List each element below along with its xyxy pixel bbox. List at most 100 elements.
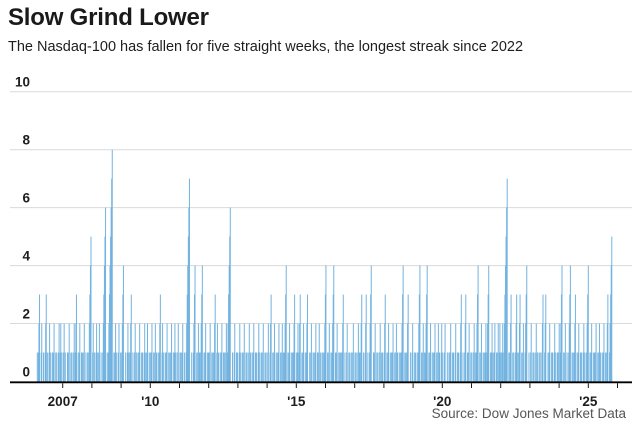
bar-week: [506, 178, 508, 382]
bar-week: [437, 323, 439, 382]
bar-week: [141, 352, 143, 382]
bar-week: [80, 352, 82, 382]
bar-week: [106, 352, 108, 382]
bar-week: [444, 352, 446, 382]
bar-week: [171, 323, 173, 382]
bar-week: [169, 352, 171, 382]
bar-week: [460, 294, 462, 382]
bar-week: [418, 323, 420, 382]
bar-week: [452, 352, 454, 382]
bar-week: [450, 323, 452, 382]
bar-week: [225, 323, 227, 382]
bar-week: [89, 265, 91, 382]
bar-week: [73, 352, 75, 382]
bar-week: [79, 323, 81, 382]
bar-week: [579, 352, 581, 382]
bar-week: [548, 352, 550, 382]
bar-week: [510, 294, 512, 382]
gridlines: [10, 91, 632, 324]
bar-week: [281, 352, 283, 382]
bar-week: [273, 352, 275, 382]
bar-week: [521, 352, 523, 382]
bar-week: [257, 352, 259, 382]
bar-week: [259, 352, 261, 382]
bar-week: [355, 352, 357, 382]
bar-week: [75, 294, 77, 382]
bar-week: [126, 352, 128, 382]
bar-week: [581, 352, 583, 382]
bar-week: [566, 352, 568, 382]
bar-week: [235, 352, 237, 382]
bar-week: [199, 352, 201, 382]
bar-week: [542, 294, 544, 382]
bar-week: [477, 294, 479, 382]
bar-week: [545, 294, 547, 382]
bar-week: [473, 352, 475, 382]
bar-week: [491, 323, 493, 382]
bar-week: [137, 352, 139, 382]
bar-week: [357, 323, 359, 382]
bar-week: [68, 352, 70, 382]
bar-week: [516, 294, 518, 382]
bar-week: [515, 352, 517, 382]
bar-week: [370, 294, 372, 382]
bar-week: [458, 352, 460, 382]
bar-week: [177, 352, 179, 382]
bar-week: [173, 352, 175, 382]
bar-week: [293, 323, 295, 382]
bar-week: [270, 294, 272, 382]
bar-week: [413, 352, 415, 382]
y-tick-label: 2: [22, 307, 30, 322]
bar-week: [100, 352, 102, 382]
bar-week: [151, 323, 153, 382]
bar-week: [384, 323, 386, 382]
bar-week: [41, 323, 43, 382]
bar-week: [96, 323, 98, 382]
bar-week: [346, 323, 348, 382]
bar-week: [515, 323, 517, 382]
bar-week: [389, 352, 391, 382]
bar-week: [364, 352, 366, 382]
bar-week: [83, 323, 85, 382]
bar-week: [324, 323, 326, 382]
bar-week: [407, 323, 409, 382]
bar-week: [116, 352, 118, 382]
bar-week: [530, 323, 532, 382]
bar-week: [285, 265, 287, 382]
bar-week: [238, 352, 240, 382]
bar-week: [590, 352, 592, 382]
bar-week: [402, 265, 404, 382]
bar-week: [330, 352, 332, 382]
bar-week: [284, 352, 286, 382]
bar-week: [328, 323, 330, 382]
bar-week: [144, 323, 146, 382]
bar-week: [544, 323, 546, 382]
bar-week: [182, 323, 184, 382]
bar-week: [162, 323, 164, 382]
bar-week: [264, 352, 266, 382]
bar-week: [503, 323, 505, 382]
bar-week: [216, 323, 218, 382]
bar-week: [354, 352, 356, 382]
bar-week: [544, 352, 546, 382]
bar-week: [423, 352, 425, 382]
bar-week: [582, 352, 584, 382]
bar-week: [318, 323, 320, 382]
bar-week: [58, 352, 60, 382]
bar-week: [332, 294, 334, 382]
bar-week: [535, 323, 537, 382]
source-attribution: Source: Dow Jones Market Data: [431, 406, 626, 421]
bar-week: [49, 323, 51, 382]
bar-week: [422, 352, 424, 382]
bar-week: [187, 265, 189, 382]
bar-week: [480, 323, 482, 382]
bar-week: [98, 323, 100, 382]
bar-week: [338, 352, 340, 382]
bar-week: [352, 352, 354, 382]
bar-week: [517, 352, 519, 382]
bar-week: [610, 294, 612, 382]
bar-week: [194, 265, 196, 382]
bar-week: [418, 294, 420, 382]
bar-week: [88, 352, 90, 382]
bar-week: [557, 352, 559, 382]
